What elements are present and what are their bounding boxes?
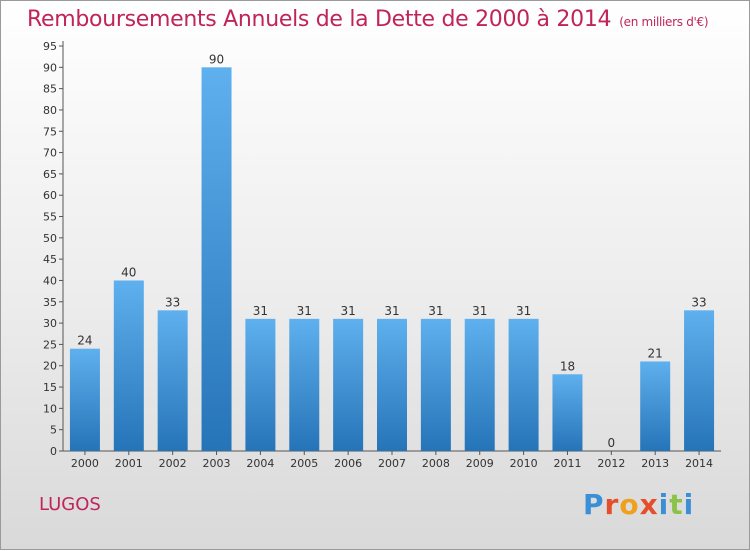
chart-bars (69, 67, 715, 451)
bar-2004 (245, 318, 276, 451)
y-tick-label: 10 (43, 402, 57, 415)
proxiti-logo: Proxiti (583, 488, 694, 521)
bar-2006 (333, 318, 364, 451)
y-tick-label: 85 (43, 83, 57, 96)
chart-subtitle: (en milliers d'€) (619, 15, 709, 29)
data-label-2004: 31 (253, 304, 268, 318)
y-tick-label: 60 (43, 189, 57, 202)
data-label-2007: 31 (384, 304, 399, 318)
data-label-2006: 31 (340, 304, 355, 318)
x-tick-label: 2003 (203, 457, 231, 470)
y-tick-label: 95 (43, 40, 57, 53)
y-tick-label: 45 (43, 253, 57, 266)
bar-2005 (289, 318, 320, 451)
x-tick-label: 2006 (334, 457, 362, 470)
y-tick-label: 50 (43, 232, 57, 245)
y-tick-label: 30 (43, 317, 57, 330)
bar-2011 (552, 374, 583, 451)
logo-letter: o (619, 488, 640, 521)
bar-2009 (464, 318, 495, 451)
data-label-2010: 31 (516, 304, 531, 318)
y-tick-label: 55 (43, 211, 57, 224)
data-label-2003: 90 (209, 52, 224, 66)
bar-2007 (377, 318, 407, 451)
y-tick-label: 75 (43, 125, 57, 138)
bar-2001 (113, 280, 144, 451)
y-tick-label: 90 (43, 61, 57, 74)
x-tick-label: 2002 (159, 457, 187, 470)
location-label: LUGOS (39, 494, 101, 515)
logo-letter: t (669, 488, 684, 521)
y-tick-label: 0 (50, 445, 57, 458)
y-tick-label: 70 (43, 147, 57, 160)
chart-axes: 0 5 10 15 20 25 30 35 40 45 50 55 60 65 70 75 80 85 90 95 20… (43, 40, 721, 470)
logo-letter: x (639, 488, 659, 521)
bar-2000 (69, 348, 100, 451)
x-tick-label: 2004 (246, 457, 274, 470)
x-tick-label: 2010 (510, 457, 538, 470)
y-tick-label: 80 (43, 104, 57, 117)
x-tick-label: 2007 (378, 457, 406, 470)
x-tick-label: 2013 (641, 457, 669, 470)
y-tick-label: 20 (43, 360, 57, 373)
y-tick-label: 25 (43, 338, 57, 351)
data-label-2002: 33 (165, 295, 180, 309)
x-tick-label: 2005 (290, 457, 318, 470)
bar-2008 (420, 318, 451, 451)
bar-2002 (157, 310, 188, 451)
chart-data-labels: 24 40 33 90 31 31 31 31 31 31 31 18 0 21 33 (77, 52, 706, 450)
x-tick-label: 2008 (422, 457, 450, 470)
bar-2003 (201, 67, 232, 451)
data-label-2011: 18 (560, 359, 575, 373)
y-tick-label: 40 (43, 274, 57, 287)
bar-2013 (640, 361, 671, 451)
logo-letter: r (604, 488, 620, 521)
logo-letter: P (583, 488, 605, 521)
y-tick-label: 65 (43, 168, 57, 181)
bar-2010 (508, 318, 539, 451)
y-tick-label: 5 (50, 424, 57, 437)
data-label-2009: 31 (472, 304, 487, 318)
data-label-2008: 31 (428, 304, 443, 318)
chart-title: Remboursements Annuels de la Dette de 20… (27, 7, 709, 32)
data-label-2001: 40 (121, 265, 136, 279)
x-tick-label: 2001 (115, 457, 143, 470)
x-tick-label: 2009 (466, 457, 494, 470)
x-tick-label: 2014 (685, 457, 713, 470)
y-tick-label: 35 (43, 296, 57, 309)
x-tick-label: 2000 (71, 457, 99, 470)
data-label-2012: 0 (608, 436, 616, 450)
chart-title-text: Remboursements Annuels de la Dette de 20… (27, 7, 612, 32)
x-tick-label: 2011 (553, 457, 581, 470)
x-tick-label: 2012 (597, 457, 625, 470)
logo-letter: i (683, 488, 695, 521)
bar-2014 (684, 310, 715, 451)
logo-letter: i (658, 488, 670, 521)
data-label-2014: 33 (691, 295, 706, 309)
y-tick-label: 15 (43, 381, 57, 394)
data-label-2000: 24 (77, 334, 92, 348)
data-label-2013: 21 (648, 346, 663, 360)
data-label-2005: 31 (297, 304, 312, 318)
